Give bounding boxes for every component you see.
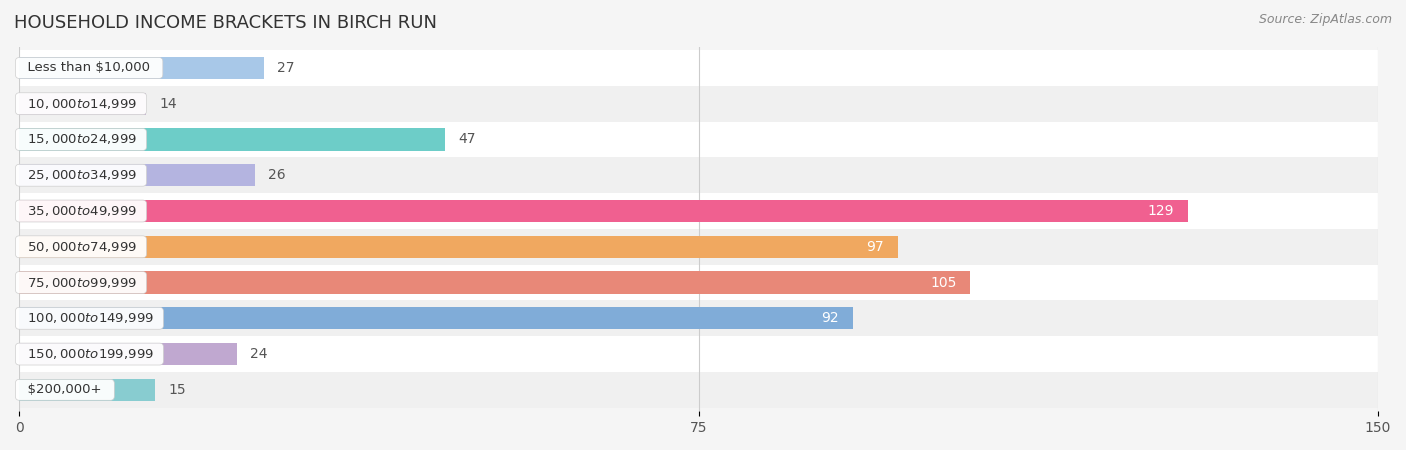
Bar	[20, 271, 970, 293]
Bar	[20, 122, 1378, 158]
Text: 14: 14	[160, 97, 177, 111]
Text: $200,000+: $200,000+	[20, 383, 111, 396]
Text: $10,000 to $14,999: $10,000 to $14,999	[20, 97, 142, 111]
Text: $50,000 to $74,999: $50,000 to $74,999	[20, 240, 142, 254]
Bar	[20, 372, 1378, 408]
Text: 27: 27	[277, 61, 295, 75]
Bar	[20, 50, 1378, 86]
Bar	[20, 158, 1378, 193]
Text: 15: 15	[169, 383, 187, 397]
Bar	[20, 200, 1188, 222]
Text: $35,000 to $49,999: $35,000 to $49,999	[20, 204, 142, 218]
Bar	[20, 343, 236, 365]
Text: $100,000 to $149,999: $100,000 to $149,999	[20, 311, 159, 325]
Text: 24: 24	[250, 347, 267, 361]
Bar	[20, 336, 1378, 372]
Text: $25,000 to $34,999: $25,000 to $34,999	[20, 168, 142, 182]
Text: 105: 105	[931, 275, 956, 289]
Bar	[20, 236, 898, 258]
Text: 47: 47	[458, 132, 477, 147]
Bar	[20, 193, 1378, 229]
Bar	[20, 93, 146, 115]
Bar	[20, 164, 254, 186]
Bar	[20, 128, 446, 151]
Text: HOUSEHOLD INCOME BRACKETS IN BIRCH RUN: HOUSEHOLD INCOME BRACKETS IN BIRCH RUN	[14, 14, 437, 32]
Bar	[20, 265, 1378, 301]
Text: $75,000 to $99,999: $75,000 to $99,999	[20, 275, 142, 289]
Bar	[20, 57, 264, 79]
Text: 97: 97	[866, 240, 884, 254]
Bar	[20, 379, 155, 401]
Text: $150,000 to $199,999: $150,000 to $199,999	[20, 347, 159, 361]
Text: Less than $10,000: Less than $10,000	[20, 62, 159, 74]
Text: 129: 129	[1147, 204, 1174, 218]
Text: 92: 92	[821, 311, 839, 325]
Text: Source: ZipAtlas.com: Source: ZipAtlas.com	[1258, 14, 1392, 27]
Bar	[20, 229, 1378, 265]
Bar	[20, 86, 1378, 122]
Bar	[20, 307, 852, 329]
Text: 26: 26	[269, 168, 285, 182]
Text: $15,000 to $24,999: $15,000 to $24,999	[20, 132, 142, 147]
Bar	[20, 301, 1378, 336]
